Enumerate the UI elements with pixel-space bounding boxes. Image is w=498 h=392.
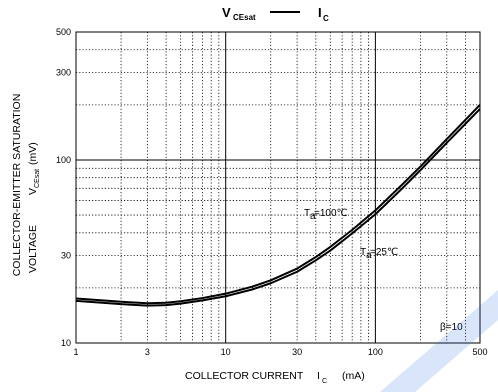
y-axis-title-var: V bbox=[27, 188, 39, 195]
grid-lines bbox=[76, 32, 480, 343]
y-axis-title-line1: COLLECTOR-EMITTER SATURATION bbox=[11, 94, 23, 277]
series-line-25c bbox=[75, 108, 481, 307]
x-axis-title: COLLECTOR CURRENT I C (mA) bbox=[185, 370, 365, 385]
y-tick-label: 500 bbox=[56, 27, 71, 37]
y-tick-label: 30 bbox=[61, 251, 71, 261]
chart-title: V CEsat I C bbox=[222, 5, 329, 23]
series-label-25c-sub: a bbox=[366, 250, 372, 261]
series-label-25c-var: T bbox=[360, 247, 366, 258]
y-tick-label: 100 bbox=[56, 155, 71, 165]
y-tick-label: 10 bbox=[61, 338, 71, 348]
beta-condition-label: β=10 bbox=[440, 322, 463, 333]
series-label-25c-value: =25℃ bbox=[370, 247, 398, 258]
plot-frame bbox=[75, 31, 481, 344]
x-tick-label: 1 bbox=[73, 347, 78, 357]
y-axis-title-line2-prefix: VOLTAGE bbox=[27, 225, 39, 273]
x-tick-label: 3 bbox=[145, 347, 150, 357]
x-axis-title-var: I bbox=[317, 370, 320, 382]
x-tick-labels: 1 3 10 30 100 500 bbox=[73, 347, 487, 357]
series-layer bbox=[75, 104, 481, 307]
x-axis-title-unit: (mA) bbox=[342, 370, 365, 382]
title-ic-subscript: C bbox=[323, 14, 329, 23]
title-ic-symbol: I bbox=[318, 5, 322, 20]
y-axis-title-unit: (mV) bbox=[27, 142, 39, 165]
title-vcesat-symbol: V bbox=[222, 5, 231, 20]
y-axis-title-sub: CEsat bbox=[34, 169, 41, 188]
x-axis-title-main: COLLECTOR CURRENT bbox=[185, 370, 304, 382]
x-tick-label: 100 bbox=[368, 347, 383, 357]
x-axis-title-sub: C bbox=[322, 378, 327, 385]
y-tick-labels: 10 30 100 300 500 bbox=[56, 27, 71, 348]
x-tick-label: 30 bbox=[292, 347, 302, 357]
series-line-100c bbox=[75, 104, 481, 305]
watermark-shape bbox=[380, 290, 498, 392]
series-label-25c: T a =25℃ bbox=[360, 247, 398, 261]
x-tick-label: 500 bbox=[472, 347, 487, 357]
series-label-100c: T a =100℃ bbox=[304, 208, 348, 222]
y-axis-title-2: VOLTAGE V CEsat (mV) bbox=[27, 142, 41, 273]
series-label-100c-value: =100℃ bbox=[314, 208, 348, 219]
title-vcesat-subscript: CEsat bbox=[233, 13, 256, 22]
series-label-100c-var: T bbox=[304, 208, 310, 219]
series-label-100c-sub: a bbox=[310, 211, 316, 222]
y-tick-label: 300 bbox=[56, 68, 71, 78]
y-axis-title: COLLECTOR-EMITTER SATURATION bbox=[11, 94, 23, 277]
x-tick-label: 10 bbox=[221, 347, 231, 357]
